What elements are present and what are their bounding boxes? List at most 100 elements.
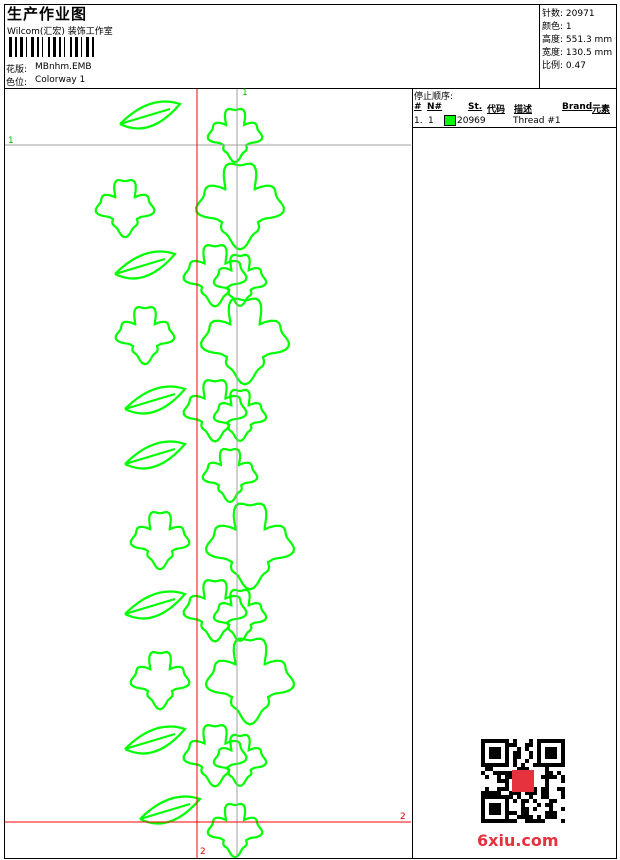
qr-module (501, 787, 505, 791)
barcode-bar (20, 37, 23, 57)
qr-module (513, 751, 517, 755)
qr-module (493, 803, 497, 807)
qr-module (505, 795, 509, 799)
qr-module (493, 807, 497, 811)
design-label: 花版: (6, 65, 28, 75)
qr-module (497, 775, 501, 779)
qr-module (525, 807, 529, 811)
flower-motif (114, 305, 176, 366)
flower-motif (201, 447, 259, 504)
qr-module (553, 775, 557, 779)
flower-motif (212, 733, 268, 788)
qr-module (537, 763, 541, 767)
qr-module (561, 763, 565, 767)
col-description: 描述 (514, 105, 533, 115)
col-brand: Brand (562, 102, 593, 112)
qr-module (529, 743, 533, 747)
qr-module (561, 791, 565, 795)
qr-module (481, 795, 485, 799)
qr-module (481, 739, 485, 743)
barcode-bar (64, 37, 65, 57)
qr-module (497, 739, 501, 743)
qr-module (521, 807, 525, 811)
qr-module (561, 751, 565, 755)
qr-module (505, 751, 509, 755)
qr-module (533, 763, 537, 767)
qr-module (529, 791, 533, 795)
qr-module (505, 779, 509, 783)
qr-module (545, 767, 549, 771)
qr-module (557, 787, 561, 791)
qr-module (561, 779, 565, 783)
colors-stat: 颜色: 1 (542, 22, 572, 32)
qr-module (513, 799, 517, 803)
qr-module (505, 811, 509, 815)
qr-module (497, 747, 501, 751)
flower-motif (206, 802, 264, 858)
qr-module (513, 811, 517, 815)
qr-module (489, 819, 493, 823)
qr-module (497, 755, 501, 759)
leaf-motif (124, 385, 187, 415)
qr-module (481, 751, 485, 755)
qr-module (489, 763, 493, 767)
leaf-motif (139, 795, 202, 825)
qr-module (489, 767, 493, 771)
leaf-motif (124, 440, 187, 470)
qr-module (505, 787, 509, 791)
qr-module (549, 755, 553, 759)
row-needle: 1 (428, 116, 434, 126)
flower-motif (129, 510, 191, 571)
qr-module (489, 811, 493, 815)
qr-module (557, 763, 561, 767)
qr-module (509, 775, 513, 779)
qr-module (529, 815, 533, 819)
qr-module (545, 763, 549, 767)
qr-module (537, 815, 541, 819)
qr-module (497, 751, 501, 755)
qr-module (505, 743, 509, 747)
qr-code (481, 739, 565, 823)
qr-module (525, 759, 529, 763)
scale-stat: 比例: 0.47 (542, 61, 586, 71)
qr-module (553, 739, 557, 743)
qr-module (545, 787, 549, 791)
flower-motif (204, 502, 296, 591)
marker-left: 1 (8, 136, 14, 146)
qr-module (489, 739, 493, 743)
col-needle: N# (427, 102, 443, 112)
qr-module (533, 791, 537, 795)
qr-module (485, 763, 489, 767)
col-element: 元素 (592, 105, 611, 115)
qr-module (557, 739, 561, 743)
qr-module (545, 795, 549, 799)
qr-module (541, 819, 545, 823)
qr-module (561, 787, 565, 791)
row-description: Thread #1 (513, 116, 561, 126)
qr-module (525, 747, 529, 751)
qr-module (541, 739, 545, 743)
qr-module (497, 795, 501, 799)
qr-module (489, 751, 493, 755)
barcode-bar (48, 37, 50, 57)
qr-module (493, 763, 497, 767)
barcode-bar (37, 37, 39, 57)
watermark: 6xiu.com (477, 831, 559, 850)
qr-module (553, 747, 557, 751)
qr-module (513, 755, 517, 759)
qr-module (561, 747, 565, 751)
qr-module (517, 795, 521, 799)
qr-module (481, 763, 485, 767)
flower-motif (212, 588, 268, 643)
qr-module (545, 747, 549, 751)
colorway-label: 色位: (6, 78, 28, 88)
qr-module (553, 755, 557, 759)
qr-module (509, 819, 513, 823)
qr-module (541, 791, 545, 795)
leaf-motif (124, 590, 187, 620)
leaf-motif (119, 100, 182, 130)
barcode-bar (31, 37, 34, 57)
qr-module (549, 763, 553, 767)
height-stat: 高度: 551.3 mm (542, 35, 613, 45)
qr-module (517, 747, 521, 751)
